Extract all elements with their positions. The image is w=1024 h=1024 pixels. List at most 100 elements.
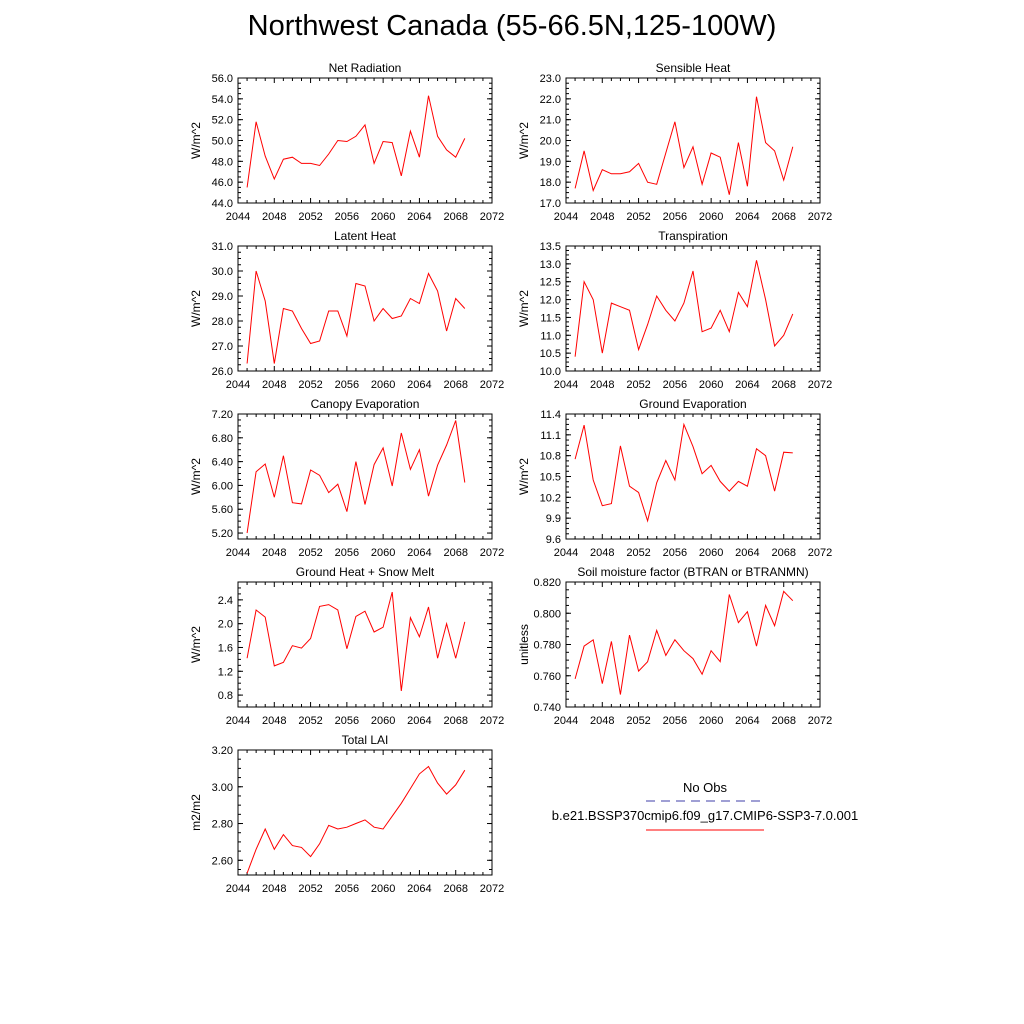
x-tick-label: 2056 (335, 883, 359, 895)
y-tick-label: 1.6 (218, 642, 233, 654)
panel-ground-heat-snow-melt: 2044 2048 2052 2056 2060 2064 2068 2072 0.8 1.2 1.… (189, 565, 504, 727)
y-axis-label: W/m^2 (189, 626, 203, 663)
y-tick-label: 6.40 (212, 457, 233, 469)
y-tick-label: 0.8 (218, 690, 233, 702)
y-axis-label: m2/m2 (189, 794, 203, 831)
panel-transpiration: 2044 2048 2052 2056 2060 2064 2068 2072 10.0 10.5… (517, 229, 832, 391)
plot-frame (565, 77, 821, 204)
y-tick-label: 2.60 (212, 855, 233, 867)
x-tick-label: 2068 (771, 211, 795, 223)
y-tick-label: 6.00 (212, 480, 233, 492)
y-tick-label: 22.0 (540, 94, 561, 106)
x-tick-label: 2044 (554, 211, 578, 223)
x-tick-label: 2060 (699, 211, 723, 223)
x-tick-label: 2052 (298, 379, 322, 391)
y-tick-label: 48.0 (212, 156, 233, 168)
x-tick-label: 2072 (808, 715, 832, 727)
x-tick-label: 2048 (590, 715, 614, 727)
x-tick-label: 2044 (226, 211, 250, 223)
y-tick-label: 13.5 (540, 241, 561, 253)
series-line (246, 95, 466, 188)
x-tick-label: 2064 (407, 547, 431, 559)
x-tick-label: 2064 (407, 379, 431, 391)
x-tick-label: 2060 (699, 547, 723, 559)
y-axis-label: W/m^2 (189, 122, 203, 159)
x-tick-label: 2068 (771, 379, 795, 391)
y-tick-label: 30.0 (212, 266, 233, 278)
x-tick-label: 2064 (407, 715, 431, 727)
series-line (246, 270, 466, 364)
x-tick-label: 2052 (626, 211, 650, 223)
x-tick-label: 2052 (298, 715, 322, 727)
y-tick-label: 0.760 (533, 671, 561, 683)
x-tick-label: 2064 (407, 211, 431, 223)
x-tick-label: 2052 (298, 211, 322, 223)
series-line (574, 96, 794, 195)
y-tick-label: 3.20 (212, 745, 233, 757)
y-axis-label: W/m^2 (517, 122, 531, 159)
panel-title: Canopy Evaporation (311, 397, 420, 411)
y-tick-label: 9.6 (546, 534, 561, 546)
x-tick-label: 2056 (663, 715, 687, 727)
y-tick-label: 54.0 (212, 94, 233, 106)
y-tick-label: 0.820 (533, 577, 561, 589)
y-tick-label: 13.0 (540, 259, 561, 271)
y-tick-label: 10.0 (540, 366, 561, 378)
plot-frame (565, 413, 821, 540)
x-tick-label: 2048 (262, 211, 286, 223)
x-tick-label: 2068 (443, 211, 467, 223)
y-axis-label: W/m^2 (517, 458, 531, 495)
series-line (246, 765, 466, 874)
x-tick-label: 2068 (443, 715, 467, 727)
x-tick-label: 2060 (371, 379, 395, 391)
x-tick-label: 2072 (480, 547, 504, 559)
y-tick-label: 29.0 (212, 291, 233, 303)
x-tick-label: 2056 (335, 379, 359, 391)
series-line (574, 422, 793, 523)
y-tick-label: 2.4 (218, 595, 233, 607)
y-tick-label: 10.2 (540, 492, 561, 504)
x-tick-label: 2060 (371, 211, 395, 223)
x-tick-label: 2056 (663, 547, 687, 559)
y-tick-label: 31.0 (212, 241, 233, 253)
y-tick-label: 12.5 (540, 277, 561, 289)
plot-frame (565, 581, 821, 708)
panel-soil-moisture-factor-btran-or-btranmn-: 2044 2048 2052 2056 2060 2064 2068 2072 0.740 0.7… (517, 565, 832, 727)
x-tick-label: 2052 (626, 715, 650, 727)
x-tick-label: 2044 (554, 547, 578, 559)
y-tick-label: 5.60 (212, 504, 233, 516)
panel-total-lai: 2044 2048 2052 2056 2060 2064 2068 2072 2.60 2.80… (189, 733, 504, 895)
y-axis-label: unitless (517, 624, 531, 665)
plot-frame (237, 77, 493, 204)
x-tick-label: 2064 (735, 715, 759, 727)
x-tick-label: 2052 (626, 379, 650, 391)
x-tick-label: 2048 (590, 211, 614, 223)
y-tick-label: 5.20 (212, 528, 233, 540)
y-tick-label: 28.0 (212, 316, 233, 328)
x-tick-label: 2068 (443, 883, 467, 895)
y-tick-label: 6.80 (212, 433, 233, 445)
x-tick-label: 2064 (735, 547, 759, 559)
x-tick-label: 2060 (371, 715, 395, 727)
y-axis-label: W/m^2 (517, 290, 531, 327)
x-tick-label: 2060 (371, 547, 395, 559)
x-tick-label: 2072 (480, 715, 504, 727)
series-line (574, 260, 794, 357)
y-tick-label: 23.0 (540, 73, 561, 85)
panel-title: Transpiration (658, 229, 728, 243)
x-tick-label: 2044 (226, 379, 250, 391)
x-tick-label: 2072 (808, 211, 832, 223)
panel-title: Net Radiation (329, 61, 402, 75)
x-tick-label: 2060 (371, 883, 395, 895)
x-tick-label: 2064 (735, 379, 759, 391)
panel-sensible-heat: 2044 2048 2052 2056 2060 2064 2068 2072 17.0 18.0… (517, 61, 832, 223)
y-tick-label: 1.2 (218, 666, 233, 678)
x-tick-label: 2060 (699, 379, 723, 391)
y-tick-label: 26.0 (212, 366, 233, 378)
y-tick-label: 46.0 (212, 177, 233, 189)
x-tick-label: 2060 (699, 715, 723, 727)
y-tick-label: 20.0 (540, 136, 561, 148)
y-tick-label: 3.00 (212, 782, 233, 794)
x-tick-label: 2048 (590, 547, 614, 559)
